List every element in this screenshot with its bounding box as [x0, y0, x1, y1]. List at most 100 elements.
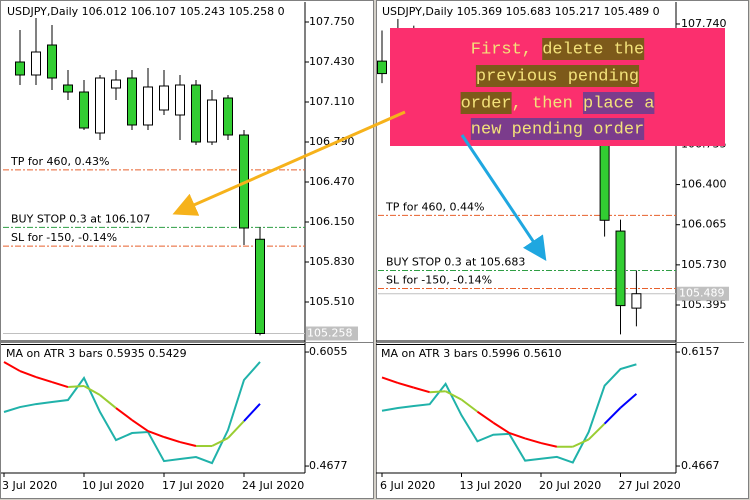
- order-level-label: TP for 460, 0.44%: [385, 200, 484, 213]
- ma-segment: [227, 420, 245, 439]
- price-tick-label: 107.110: [309, 95, 355, 108]
- text-highlight: [470, 118, 645, 140]
- text-highlight: [542, 38, 645, 60]
- candle-body: [207, 99, 217, 143]
- chart-header: USDJPY,Daily 105.369 105.683 105.217 105…: [382, 5, 660, 18]
- price-tick-label: 107.430: [309, 55, 355, 68]
- order-level-label: SL for -150, -0.14%: [11, 231, 117, 244]
- callout-text: previous pending: [476, 67, 639, 86]
- date-label: 13 Jul 2020: [460, 479, 522, 492]
- order-level-label: BUY STOP 0.3 at 106.107: [11, 212, 150, 225]
- price-tick-label: 105.830: [309, 255, 355, 268]
- price-tick-label: 105.510: [309, 295, 355, 308]
- ma-segment: [83, 385, 101, 396]
- text-highlight: [475, 65, 640, 87]
- left-window: [0, 0, 374, 499]
- ma-segment: [131, 419, 149, 432]
- candle-body: [255, 238, 265, 334]
- candle-body: [175, 84, 185, 116]
- current-price-label: 105.258: [307, 327, 353, 340]
- current-price-label: 105.489: [679, 287, 725, 300]
- callout-text: place a: [583, 94, 654, 113]
- date-label: 24 Jul 2020: [242, 479, 304, 492]
- ma-segment: [3, 361, 21, 372]
- ma-segment: [211, 437, 229, 447]
- arrow-right: [460, 134, 547, 261]
- price-tick-label: 106.400: [681, 178, 727, 191]
- ma-segment: [51, 381, 69, 388]
- candle-body: [111, 79, 121, 89]
- ma-segment: [603, 407, 622, 425]
- date-label: 20 Jul 2020: [539, 479, 601, 492]
- candle-body: [377, 60, 387, 75]
- ma-segment: [163, 436, 181, 444]
- date-label: 3 Jul 2020: [2, 479, 57, 492]
- ma-segment: [147, 430, 165, 438]
- order-level-label: BUY STOP 0.3 at 105.683: [386, 255, 525, 268]
- ma-segment: [492, 421, 510, 434]
- price-tick-label: 105.395: [681, 298, 727, 311]
- candle-body: [615, 230, 626, 307]
- indicator-tick-label: 0.6055: [309, 345, 348, 358]
- order-level-label: TP for 460, 0.43%: [10, 155, 109, 168]
- callout-text: , then: [512, 94, 583, 113]
- indicator-label: MA on ATR 3 bars 0.5996 0.5610: [381, 347, 562, 360]
- overlay: First, delete the previous pending order, …: [172, 28, 725, 261]
- atr-line: [3, 361, 261, 465]
- indicator-tick-label: 0.4677: [309, 459, 348, 472]
- date-label: 17 Jul 2020: [162, 479, 224, 492]
- ma-segment: [619, 393, 638, 409]
- indicator-tick-label: 0.4667: [681, 459, 720, 472]
- candle-body: [127, 77, 137, 126]
- text-highlight: [583, 92, 655, 114]
- callout-text: delete the: [542, 40, 644, 59]
- date-label: 27 Jul 2020: [619, 479, 681, 492]
- price-tick-label: 106.065: [681, 218, 727, 231]
- date-label: 10 Jul 2020: [82, 479, 144, 492]
- ma-segment: [508, 431, 526, 440]
- indicator-label: MA on ATR 3 bars 0.5935 0.5429: [6, 347, 187, 360]
- ma-segment: [445, 390, 462, 401]
- candle-body: [47, 44, 57, 79]
- ma-segment: [397, 381, 415, 389]
- candle-body: [63, 84, 73, 93]
- ma-segment: [35, 376, 53, 384]
- ma-segment: [67, 385, 85, 389]
- ma-segment: [179, 441, 197, 447]
- candle-body: [79, 91, 89, 129]
- candle-body: [15, 61, 25, 76]
- price-tick-label: 106.470: [309, 175, 355, 188]
- candle-body: [159, 85, 169, 111]
- ma-segment: [429, 390, 446, 394]
- callout-text: new pending order: [471, 120, 644, 139]
- ma-segment: [540, 442, 558, 448]
- ma-segment: [524, 437, 542, 445]
- price-tick-label: 105.730: [681, 258, 727, 271]
- callout-text: First,: [471, 40, 542, 59]
- candle-body: [223, 97, 233, 136]
- ma-segment: [587, 422, 606, 441]
- candle-body: [631, 293, 642, 309]
- candle-body: [31, 51, 41, 76]
- ma-segment: [115, 407, 133, 421]
- text-highlight: [460, 92, 512, 114]
- current-price-box: [677, 286, 729, 301]
- order-level-label: SL for -150, -0.14%: [386, 273, 492, 286]
- ma-segment: [19, 370, 37, 378]
- price-tick-label: 107.750: [309, 15, 355, 28]
- arrow-left: [172, 110, 406, 216]
- ma-segment: [460, 398, 479, 413]
- indicator-tick-label: 0.6157: [681, 345, 720, 358]
- ma-segment: [243, 403, 261, 422]
- ma-segment: [476, 410, 494, 424]
- price-tick-label: 106.150: [309, 215, 355, 228]
- current-price-box: [306, 326, 358, 341]
- ma-segment: [381, 376, 399, 384]
- candle-body: [191, 84, 201, 143]
- date-label: 6 Jul 2020: [380, 479, 435, 492]
- ma-segment: [99, 394, 117, 409]
- candle-body: [95, 77, 105, 134]
- callout-text: order: [461, 94, 512, 113]
- ma-segment: [572, 438, 590, 448]
